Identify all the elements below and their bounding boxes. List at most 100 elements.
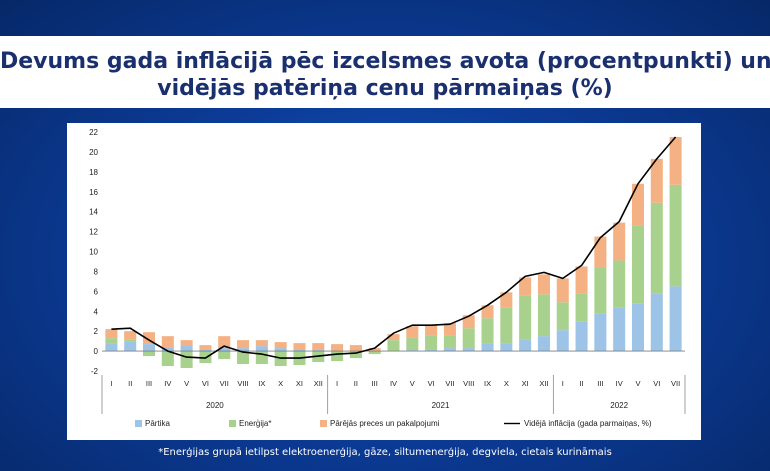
x-tick-label: II bbox=[354, 379, 358, 388]
bar-energy bbox=[613, 260, 626, 308]
bar-other bbox=[650, 158, 663, 203]
bar-food bbox=[274, 348, 287, 352]
bar-energy bbox=[443, 335, 456, 349]
x-tick-label: I bbox=[110, 379, 112, 388]
bar-food bbox=[631, 303, 645, 352]
x-tick-label: IV bbox=[390, 379, 397, 388]
bar-food bbox=[237, 348, 250, 352]
chart-title-line-1: Devums gada inflācijā pēc izcelsmes avot… bbox=[0, 49, 770, 74]
bar-food bbox=[180, 345, 193, 352]
x-tick-label: IX bbox=[484, 379, 491, 388]
x-tick-label: II bbox=[579, 379, 583, 388]
x-tick-label: VIII bbox=[237, 379, 248, 388]
bar-other bbox=[293, 343, 306, 350]
bar-energy bbox=[105, 338, 118, 344]
inflation-line bbox=[111, 136, 677, 359]
y-tick-label: 2 bbox=[94, 327, 99, 336]
x-tick-label: X bbox=[278, 379, 283, 388]
bar-other bbox=[631, 183, 645, 226]
legend-swatch-energy bbox=[229, 420, 236, 427]
y-tick-label: 20 bbox=[89, 148, 98, 157]
y-tick-label: 0 bbox=[94, 347, 99, 356]
bar-energy bbox=[142, 351, 156, 357]
x-tick-label: IV bbox=[164, 379, 171, 388]
x-tick-label: VI bbox=[653, 379, 660, 388]
bar-other bbox=[613, 222, 626, 261]
legend-swatch-other bbox=[320, 420, 327, 427]
bar-food bbox=[650, 293, 663, 352]
bar-food bbox=[349, 351, 362, 353]
bar-energy bbox=[199, 351, 212, 364]
bar-food bbox=[669, 286, 682, 352]
bar-food bbox=[443, 348, 456, 352]
y-tick-label: -2 bbox=[91, 367, 99, 376]
bar-other bbox=[199, 345, 212, 350]
bar-other bbox=[443, 323, 456, 336]
x-tick-label: V bbox=[635, 379, 640, 388]
bar-energy bbox=[180, 351, 193, 369]
x-tick-label: IV bbox=[616, 379, 623, 388]
bar-energy bbox=[124, 339, 137, 342]
year-label: 2021 bbox=[432, 401, 450, 410]
bar-other bbox=[312, 343, 325, 351]
y-tick-label: 4 bbox=[94, 307, 99, 316]
bar-energy bbox=[481, 318, 494, 344]
x-tick-label: I bbox=[336, 379, 338, 388]
x-tick-label: VII bbox=[671, 379, 680, 388]
bar-other bbox=[237, 340, 250, 349]
bar-food bbox=[462, 348, 475, 352]
bar-energy bbox=[425, 335, 438, 350]
x-tick-label: VII bbox=[445, 379, 454, 388]
bar-other bbox=[500, 292, 513, 308]
bar-food bbox=[124, 341, 137, 352]
bar-other bbox=[387, 334, 400, 341]
bar-energy bbox=[349, 352, 362, 359]
x-tick-label: V bbox=[184, 379, 189, 388]
bar-energy bbox=[669, 184, 682, 287]
x-tick-label: VII bbox=[220, 379, 229, 388]
bar-energy bbox=[594, 267, 607, 314]
bar-other bbox=[575, 266, 588, 294]
bar-food bbox=[537, 336, 550, 352]
bar-other bbox=[406, 326, 419, 338]
y-tick-label: 18 bbox=[89, 168, 98, 177]
bar-other bbox=[556, 278, 569, 303]
bar-other bbox=[161, 336, 174, 348]
bar-other bbox=[537, 274, 550, 295]
bar-other bbox=[425, 325, 438, 336]
legend-label-line: Vidējā inflācija (gada parmaiņas, %) bbox=[524, 419, 652, 428]
x-tick-label: VIII bbox=[463, 379, 474, 388]
bar-energy bbox=[575, 293, 588, 322]
x-tick-label: III bbox=[372, 379, 378, 388]
y-tick-label: 22 bbox=[89, 128, 98, 137]
y-tick-label: 6 bbox=[94, 287, 99, 296]
x-tick-label: V bbox=[410, 379, 415, 388]
x-tick-label: XII bbox=[314, 379, 323, 388]
bar-food bbox=[556, 330, 569, 352]
legend-swatch-food bbox=[135, 420, 142, 427]
bar-other bbox=[255, 340, 268, 347]
bar-food bbox=[425, 349, 438, 352]
bar-food bbox=[312, 350, 325, 352]
x-tick-label: III bbox=[597, 379, 603, 388]
bar-energy bbox=[161, 351, 174, 367]
chart-panel: -2 0 2 4 6 8 10 12 14 16 18 20 22 I II III IV V VI VII VIII I… bbox=[67, 123, 701, 440]
bar-other bbox=[481, 305, 494, 319]
x-tick-label: VI bbox=[202, 379, 209, 388]
bar-other bbox=[462, 315, 475, 329]
bar-food bbox=[199, 349, 212, 352]
x-tick-label: II bbox=[128, 379, 132, 388]
bar-energy bbox=[462, 328, 475, 349]
bar-energy bbox=[537, 294, 550, 337]
bar-energy bbox=[368, 351, 381, 355]
y-tick-label: 12 bbox=[89, 228, 98, 237]
footnote: *Enerģijas grupā ietilpst elektroenerģij… bbox=[158, 447, 612, 458]
bar-other bbox=[124, 331, 137, 340]
bar-food bbox=[519, 339, 532, 352]
y-tick-label: 8 bbox=[94, 267, 99, 276]
legend-label-food: Pārtika bbox=[145, 419, 170, 428]
bar-energy bbox=[500, 307, 513, 344]
bar-energy bbox=[556, 302, 569, 331]
bar-other bbox=[331, 344, 344, 352]
